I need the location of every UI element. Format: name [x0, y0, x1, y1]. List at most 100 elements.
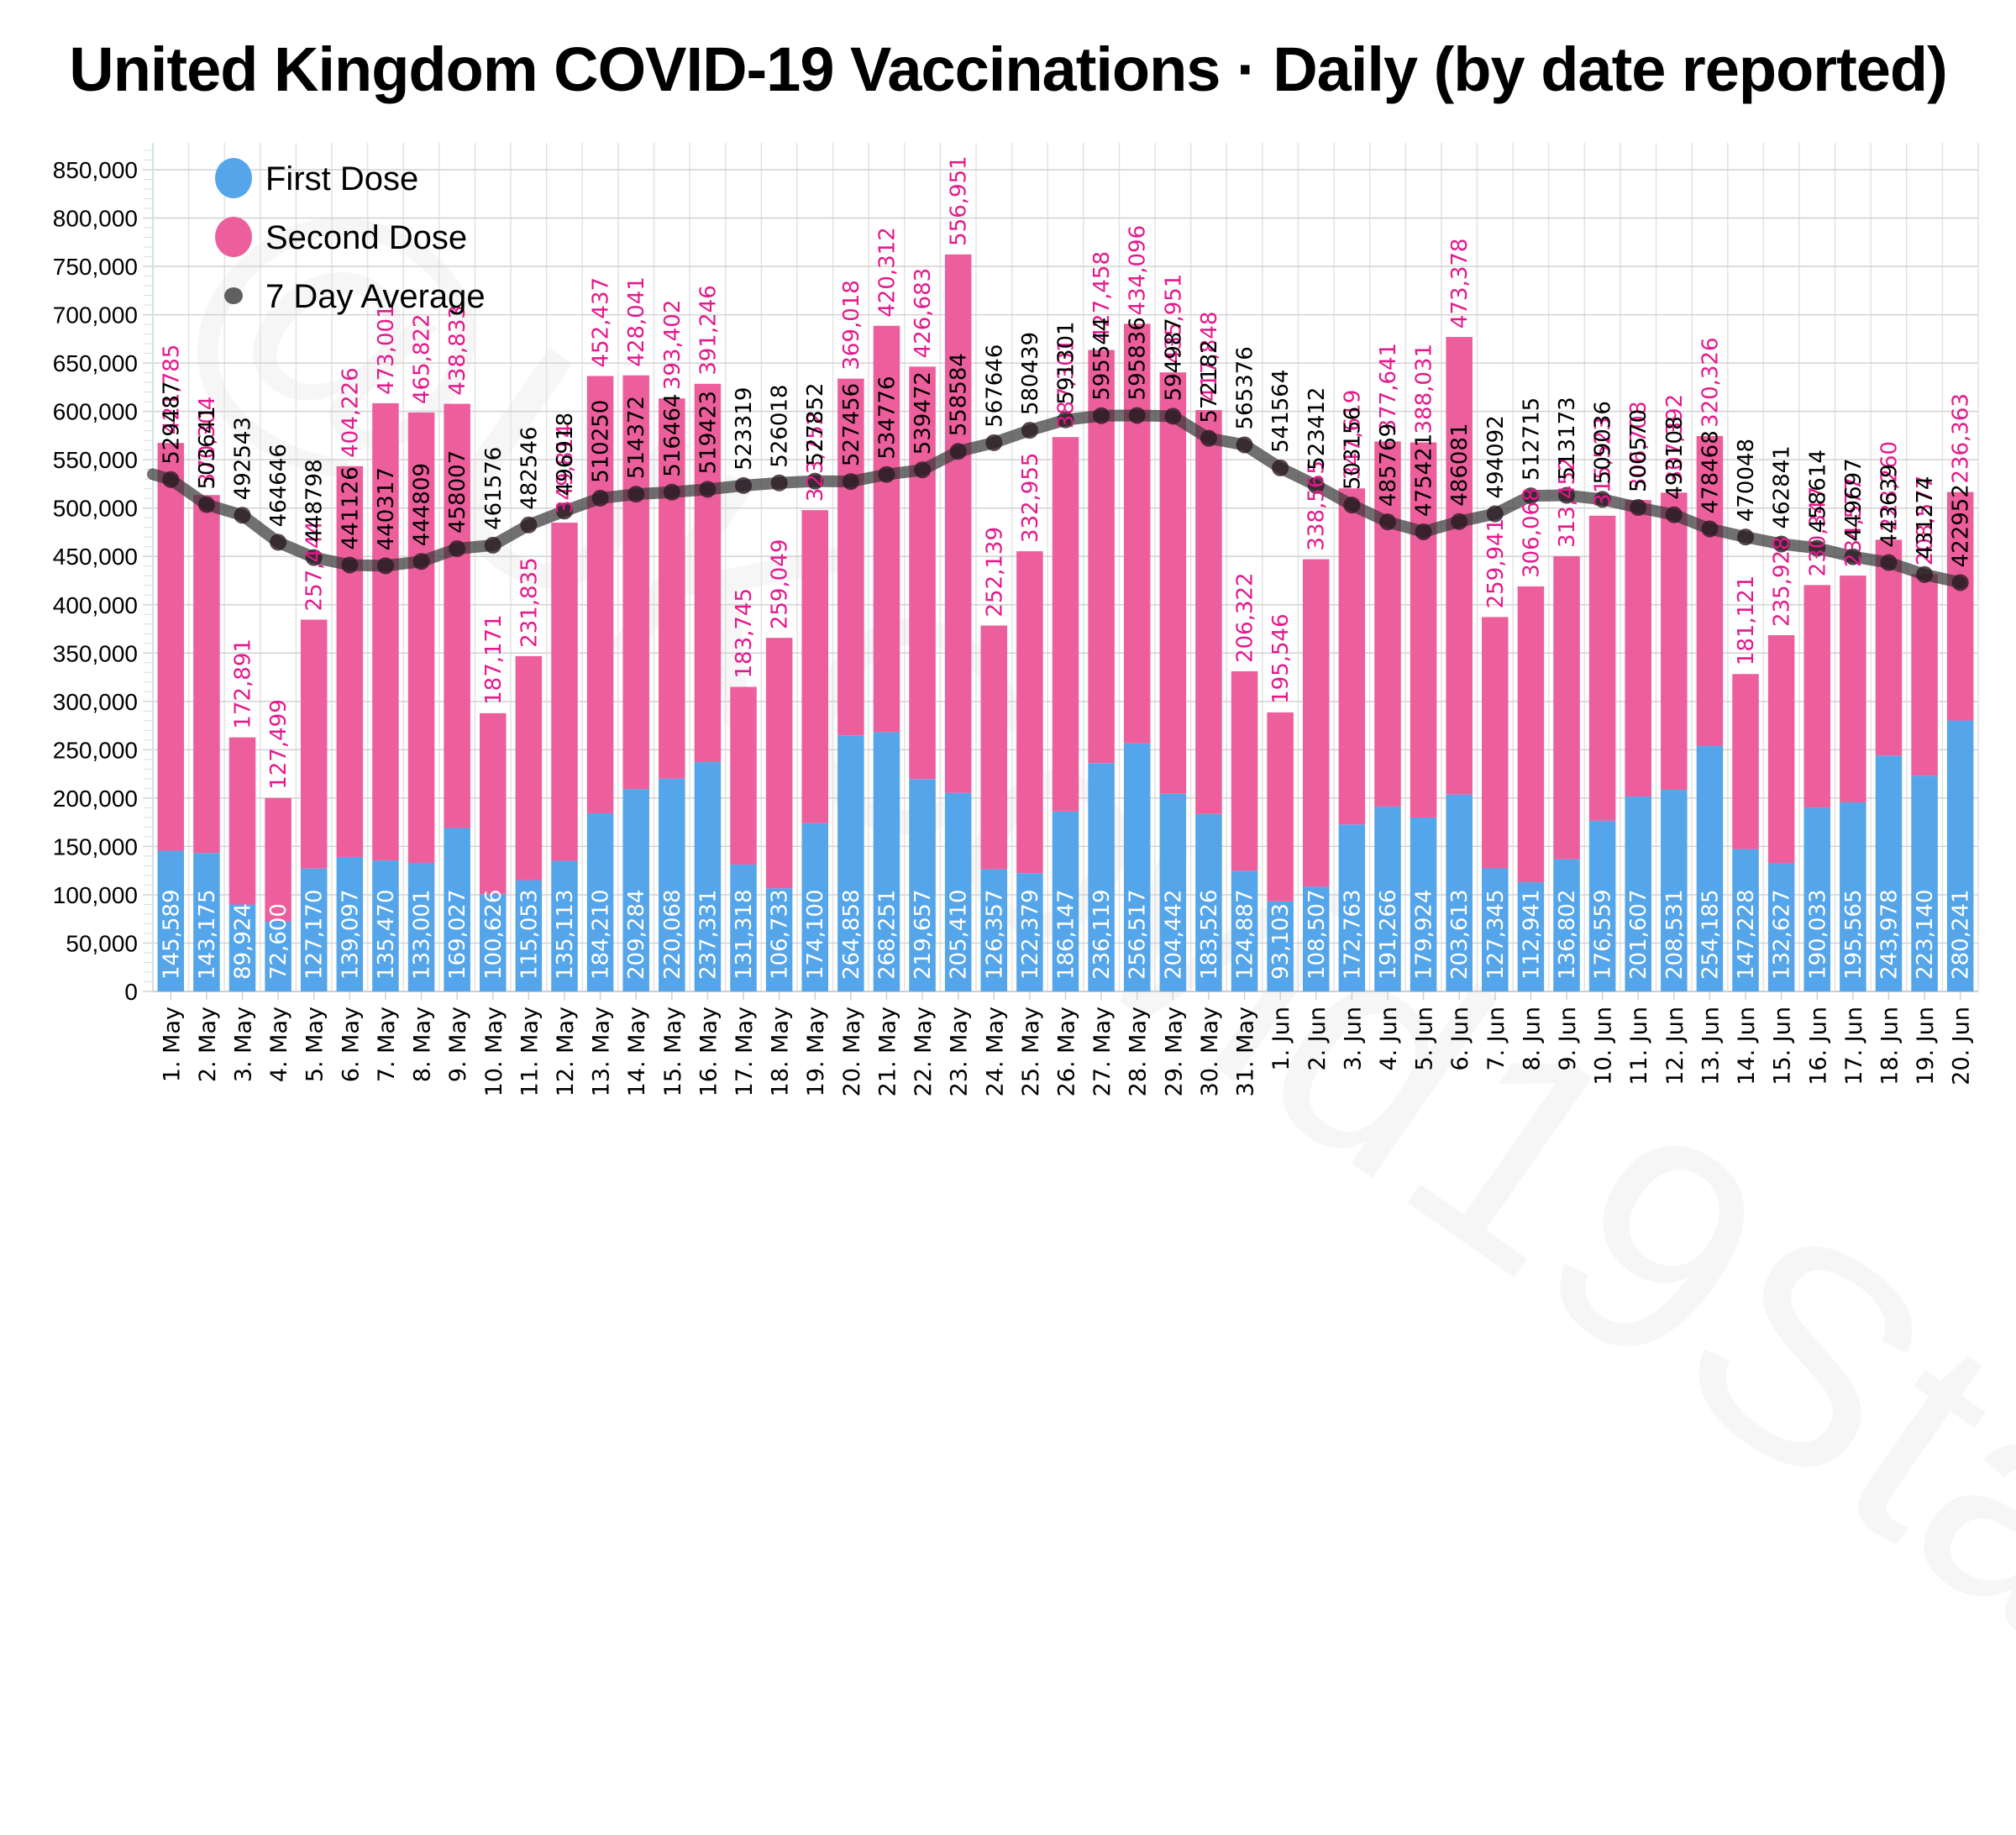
x-tick-label: 5. Jun — [1412, 1007, 1438, 1071]
seven-day-average-point — [1916, 565, 1934, 583]
bar-first-dose — [1875, 755, 1903, 991]
bar-first-dose — [586, 813, 614, 991]
first-dose-label: 145,589 — [159, 889, 184, 980]
seven-day-average-label: 572182 — [1197, 339, 1222, 423]
second-dose-label: 427,458 — [1089, 251, 1115, 342]
second-dose-label: 313,452 — [1555, 457, 1580, 548]
y-tick-label: 550,000 — [53, 447, 138, 473]
second-dose-label: 332,955 — [1018, 453, 1043, 544]
bar-second-dose — [837, 378, 864, 736]
bar-first-dose — [1767, 863, 1795, 991]
x-tick-label: 7. Jun — [1483, 1007, 1509, 1071]
second-dose-label: 434,096 — [1126, 225, 1151, 316]
bar-second-dose — [1410, 442, 1437, 818]
first-dose-label: 106,733 — [768, 889, 793, 980]
seven-day-average-label: 595836 — [1126, 317, 1151, 400]
first-dose-label: 143,175 — [195, 889, 220, 980]
bar-second-dose — [873, 325, 900, 733]
bar-first-dose — [1553, 859, 1580, 991]
y-tick-label: 200,000 — [53, 786, 138, 812]
bar-second-dose — [980, 625, 1008, 870]
seven-day-average-point — [1665, 506, 1683, 523]
x-tick-label: 4. May — [266, 1007, 292, 1082]
seven-day-average-label: 496918 — [553, 413, 578, 496]
seven-day-average-point — [1809, 539, 1826, 557]
seven-day-average-label: 580439 — [1018, 332, 1043, 415]
x-tick-label: 26. May — [1054, 1007, 1080, 1096]
bar-second-dose — [193, 495, 220, 854]
seven-day-average-label: 514372 — [624, 396, 649, 479]
second-dose-label: 183,745 — [732, 588, 757, 679]
first-dose-label: 131,318 — [732, 889, 757, 980]
seven-day-average-point — [484, 536, 501, 554]
seven-day-average-point — [341, 556, 359, 574]
seven-day-average-label: 492543 — [231, 417, 256, 500]
x-tick-label: 23. May — [947, 1007, 973, 1096]
seven-day-average-label: 527456 — [839, 383, 864, 466]
bar-first-dose — [551, 860, 578, 991]
seven-day-average-label: 539472 — [911, 371, 936, 455]
seven-day-average-point — [162, 471, 180, 488]
bar-second-dose — [1553, 555, 1580, 860]
first-dose-label: 174,100 — [803, 889, 828, 980]
first-dose-label: 139,097 — [338, 889, 363, 980]
seven-day-average-point — [770, 474, 788, 492]
bar-first-dose — [1625, 797, 1651, 991]
second-dose-label: 473,378 — [1447, 239, 1473, 329]
first-dose-label: 264,858 — [839, 889, 864, 980]
bar-second-dose — [1195, 410, 1222, 814]
first-dose-label: 136,802 — [1555, 889, 1580, 980]
first-dose-label: 108,507 — [1305, 889, 1330, 980]
second-dose-label: 349,814 — [553, 424, 578, 515]
x-tick-label: 1. May — [159, 1007, 185, 1082]
bar-first-dose — [1231, 870, 1258, 991]
bar-first-dose — [407, 862, 435, 991]
second-dose-label: 438,833 — [445, 305, 470, 396]
seven-day-average-label: 500570 — [1626, 409, 1651, 492]
bar-first-dose — [730, 864, 757, 991]
first-dose-label: 132,627 — [1770, 889, 1795, 980]
seven-day-average-point — [1021, 422, 1038, 439]
bar-first-dose — [1803, 807, 1831, 991]
bar-second-dose — [1016, 551, 1043, 874]
x-tick-label: 30. May — [1197, 1007, 1223, 1096]
bar-second-dose — [1732, 674, 1759, 849]
seven-day-average-label: 594987 — [1161, 318, 1186, 401]
seven-day-average-label: 541564 — [1268, 370, 1294, 453]
second-dose-label: 307,392 — [1662, 394, 1688, 485]
second-dose-label: 404,226 — [338, 367, 363, 458]
first-dose-label: 115,053 — [517, 889, 542, 980]
x-tick-label: 20. Jun — [1949, 1007, 1975, 1086]
x-tick-label: 3. Jun — [1340, 1007, 1366, 1071]
bar-second-dose — [730, 686, 757, 865]
seven-day-average-label: 494092 — [1483, 415, 1509, 498]
second-dose-label: 452,437 — [589, 277, 614, 368]
x-tick-label: 28. May — [1126, 1007, 1152, 1096]
second-dose-label: 259,941 — [1483, 518, 1509, 609]
seven-day-average-point — [197, 496, 215, 513]
y-tick-label: 300,000 — [53, 689, 138, 715]
seven-day-average-label: 443639 — [1877, 464, 1902, 547]
y-tick-label: 100,000 — [53, 882, 138, 908]
y-tick-label: 400,000 — [53, 592, 138, 618]
bar-second-dose — [1767, 634, 1795, 864]
first-dose-label: 256,517 — [1126, 889, 1151, 980]
y-tick-label: 500,000 — [53, 496, 138, 522]
second-dose-label: 435,951 — [1161, 274, 1186, 365]
seven-day-average-point — [520, 516, 538, 534]
seven-day-average-label: 448798 — [302, 459, 328, 542]
bar-second-dose — [515, 655, 543, 881]
first-dose-label: 237,331 — [696, 889, 721, 980]
seven-day-average-point — [1128, 407, 1146, 424]
bar-second-dose — [336, 465, 364, 857]
first-dose-label: 112,941 — [1519, 889, 1544, 980]
y-tick-label: 0 — [124, 979, 138, 1005]
bar-first-dose — [1482, 868, 1509, 991]
seven-day-average-label: 591301 — [1054, 321, 1079, 404]
y-tick-label: 600,000 — [53, 399, 138, 425]
first-dose-label: 72,600 — [266, 903, 291, 980]
seven-day-average-label: 441126 — [338, 466, 363, 549]
x-tick-label: 25. May — [1018, 1007, 1044, 1096]
bar-second-dose — [1231, 670, 1258, 871]
x-tick-label: 2. May — [195, 1007, 221, 1082]
